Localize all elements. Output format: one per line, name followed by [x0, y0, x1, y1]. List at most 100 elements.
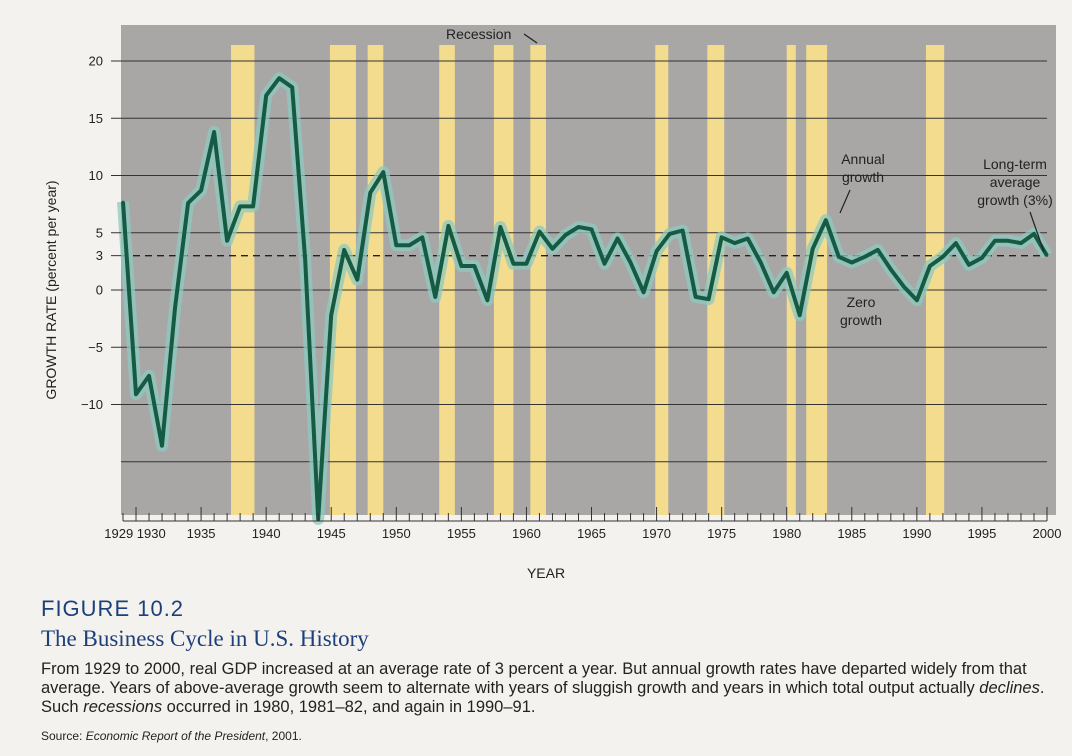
figure-number: FIGURE 10.2 — [41, 596, 185, 621]
growth-point — [199, 189, 203, 192]
growth-point — [186, 201, 190, 205]
growth-point — [251, 205, 255, 208]
annual-growth-pointer — [839, 189, 851, 214]
long-term-average-label: average — [990, 174, 1041, 190]
growth-point — [1019, 241, 1023, 245]
growth-point — [147, 374, 151, 378]
growth-point — [746, 237, 749, 240]
growth-point — [525, 262, 528, 265]
x-tick-label: 1945 — [317, 526, 346, 541]
growth-point — [1045, 254, 1049, 257]
growth-series — [117, 72, 1053, 525]
y-tick-label: 10 — [89, 168, 103, 183]
y-tick-label: 5 — [96, 225, 103, 240]
growth-point — [277, 76, 281, 80]
growth-point — [616, 237, 619, 240]
x-tick-label: 1985 — [837, 526, 866, 541]
growth-point — [902, 285, 906, 288]
growth-point — [720, 236, 723, 239]
source-year: , 2001. — [265, 729, 302, 743]
figure-title: The Business Cycle in U.S. History — [41, 626, 369, 651]
long-term-average-pointer — [1029, 211, 1045, 253]
growth-point — [590, 228, 593, 231]
recession-band — [231, 45, 255, 515]
recession-band — [925, 45, 945, 515]
growth-point — [733, 241, 736, 245]
x-axis-label: YEAR — [527, 565, 565, 581]
growth-point — [655, 249, 658, 253]
growth-point — [772, 291, 775, 294]
x-tick-label: 1990 — [902, 526, 931, 541]
x-axis: 1929 1930 1935 1940 1945 1950 1955 1960 1965 197… — [104, 507, 1061, 541]
growth-point — [876, 248, 880, 252]
growth-point — [759, 261, 762, 264]
growth-point — [499, 225, 502, 229]
x-tick-label: 1940 — [252, 526, 281, 541]
growth-point — [538, 230, 541, 233]
annual-growth-label: Annual — [841, 151, 885, 167]
growth-point — [668, 232, 671, 236]
growth-point — [134, 392, 138, 396]
growth-point — [434, 295, 437, 299]
caption-emphasis-recessions: recessions — [83, 698, 163, 716]
x-tick-label: 1935 — [187, 526, 216, 541]
growth-point — [824, 218, 827, 222]
growth-point — [473, 264, 476, 268]
source-label: Source: — [41, 729, 86, 743]
growth-point — [577, 225, 580, 229]
growth-point — [642, 291, 645, 294]
annual-growth-label: growth — [842, 169, 884, 185]
growth-point — [160, 444, 164, 447]
figure-caption-text: From 1929 to 2000, real GDP increased at… — [41, 660, 1056, 717]
y-tick-label: −10 — [81, 397, 103, 412]
growth-point — [1006, 239, 1010, 242]
growth-point — [850, 261, 853, 264]
x-tick-label: 1955 — [447, 526, 476, 541]
zero-growth-label: Zero — [847, 294, 876, 310]
recession-pointer — [523, 33, 538, 44]
source-title: Economic Report of the President — [85, 729, 266, 743]
y-axis-ticks: 20 15 10 5 3 0 −5 −10 — [81, 54, 121, 412]
growth-point — [212, 130, 216, 134]
growth-point — [395, 244, 398, 247]
growth-point — [915, 299, 919, 302]
recession-band — [530, 45, 546, 515]
growth-point — [681, 229, 684, 232]
recession-band — [806, 45, 828, 515]
growth-point — [629, 261, 632, 264]
x-tick-label: 2000 — [1033, 526, 1062, 541]
caption-part: From 1929 to 2000, real GDP increased at… — [41, 660, 1027, 697]
growth-point — [121, 200, 125, 204]
x-tick-label: 1975 — [707, 526, 736, 541]
recession-band — [439, 45, 455, 515]
x-tick-label: 1929 1930 — [104, 526, 165, 541]
growth-point — [512, 262, 515, 265]
growth-point — [798, 313, 801, 317]
growth-point — [356, 278, 359, 281]
growth-point — [785, 271, 788, 275]
caption-part: occurred in 1980, 1981–82, and again in … — [162, 698, 536, 716]
growth-point — [238, 205, 242, 208]
growth-point — [408, 244, 411, 247]
growth-point — [980, 256, 984, 260]
growth-point — [303, 259, 307, 262]
y-tick-label: 3 — [96, 248, 103, 263]
growth-point — [564, 233, 567, 237]
chart-annotations: Recession Annual growth Long-term average gro… — [446, 26, 1053, 328]
growth-point — [290, 86, 294, 89]
recession-label: Recession — [446, 26, 511, 42]
figure-source: Source: Economic Report of the President… — [41, 729, 1056, 743]
long-term-average-label: Long-term — [983, 156, 1047, 172]
growth-point — [551, 247, 554, 250]
x-tick-label: 1980 — [772, 526, 801, 541]
growth-point — [863, 255, 867, 258]
x-tick-label: 1995 — [967, 526, 996, 541]
growth-point — [941, 255, 945, 258]
growth-point — [1032, 232, 1036, 236]
growth-point — [421, 236, 424, 239]
y-tick-label: −5 — [88, 340, 103, 355]
growth-point — [486, 299, 489, 302]
growth-point — [928, 264, 932, 268]
growth-point — [382, 170, 385, 174]
